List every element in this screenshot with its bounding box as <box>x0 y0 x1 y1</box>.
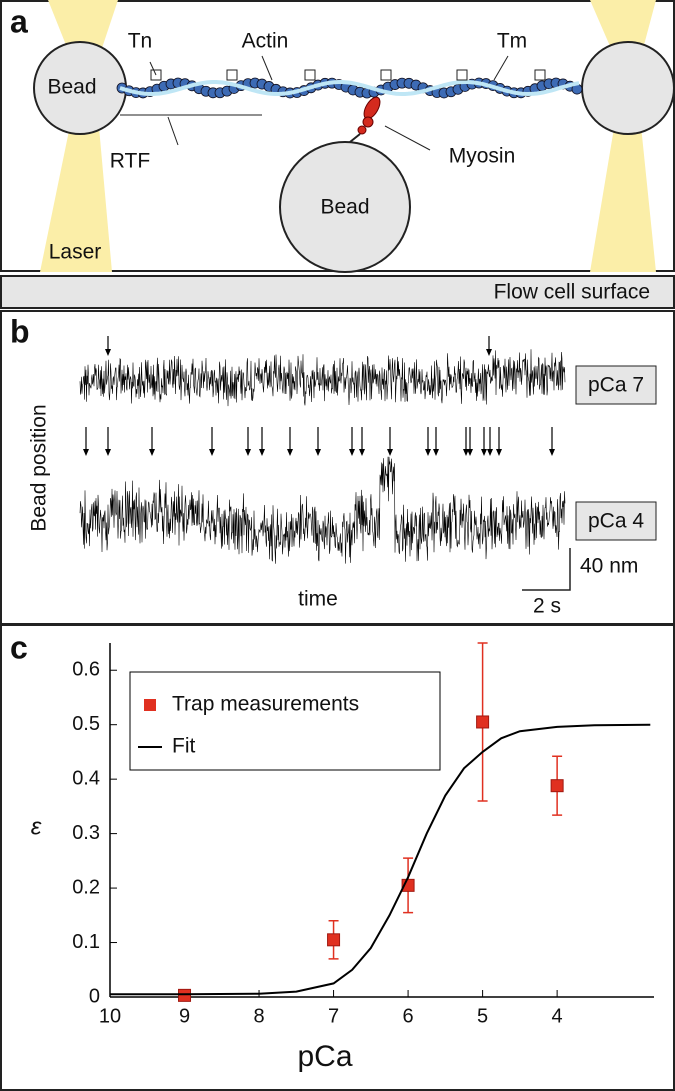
panel-frame <box>0 310 675 625</box>
label: RTF <box>110 150 150 173</box>
axis-label: Bead position <box>28 404 51 531</box>
arrow-head <box>259 449 265 456</box>
legend-label: Trap measurements <box>172 693 359 716</box>
x-tick-label: 9 <box>179 1005 190 1027</box>
myosin <box>362 116 374 128</box>
arrow-head <box>83 449 89 456</box>
trace <box>79 456 566 564</box>
marker <box>178 988 192 1002</box>
troponin <box>304 69 316 81</box>
scale-bar <box>522 548 571 591</box>
label: Flow cell surface <box>494 281 650 304</box>
legend-marker <box>144 699 156 711</box>
x-tick-label: 7 <box>328 1005 339 1027</box>
laser-beam <box>590 0 656 272</box>
legend-box <box>129 671 441 771</box>
fit-line <box>110 723 651 996</box>
arrow-head <box>105 349 111 356</box>
arrow-head <box>433 449 439 456</box>
arrow-head <box>209 449 215 456</box>
arrow-head <box>486 349 492 356</box>
arrow-head <box>387 449 393 456</box>
bead <box>279 141 411 273</box>
arrow-head <box>467 449 473 456</box>
surface <box>0 275 675 309</box>
arrow-head <box>487 449 493 456</box>
troponin <box>534 69 546 81</box>
label: pCa 7 <box>588 374 644 397</box>
x-tick-label: 10 <box>99 1005 121 1027</box>
y-tick-label: 0.2 <box>72 876 100 898</box>
y-tick-label: 0.3 <box>72 822 100 844</box>
label: pCa 4 <box>588 510 644 533</box>
pointer <box>493 55 509 81</box>
arrow-head <box>549 449 555 456</box>
arrow-head <box>425 449 431 456</box>
arrow-head <box>481 449 487 456</box>
panel-letter: a <box>10 3 28 39</box>
label: Myosin <box>449 145 516 168</box>
legend-label: Fit <box>172 735 195 758</box>
actin-filament <box>116 69 583 99</box>
x-tick-label: 5 <box>477 1005 488 1027</box>
label-box <box>575 501 657 541</box>
troponin <box>380 69 392 81</box>
arrow-head <box>287 449 293 456</box>
label-box <box>575 365 657 405</box>
label: 2 s <box>533 595 561 618</box>
label: 40 nm <box>580 555 638 578</box>
traces <box>79 336 566 564</box>
trace <box>79 349 566 407</box>
label: Tm <box>497 30 527 53</box>
x-tick-label: 8 <box>253 1005 264 1027</box>
y-axis-label: ε <box>31 813 42 840</box>
label: Actin <box>242 30 289 53</box>
tropomyosin <box>119 80 580 97</box>
troponin <box>456 69 468 81</box>
label: Bead <box>320 196 369 219</box>
laser-beam <box>40 0 118 272</box>
panel-letter: b <box>10 313 30 349</box>
y-tick-label: 0.4 <box>72 767 100 789</box>
arrow-head <box>359 449 365 456</box>
x-axis-label: pCa <box>297 1040 352 1073</box>
myosin <box>363 96 381 120</box>
panel-frame <box>0 624 675 1091</box>
pointer <box>167 116 179 146</box>
bead <box>581 41 675 135</box>
label: time <box>298 588 338 611</box>
label: Laser <box>49 241 102 264</box>
pointer <box>149 61 157 76</box>
pointer <box>384 125 431 151</box>
label: Bead <box>47 76 96 99</box>
y-tick-label: 0.5 <box>72 713 100 735</box>
x-tick-label: 4 <box>552 1005 563 1027</box>
marker <box>327 933 341 947</box>
arrow-head <box>315 449 321 456</box>
arrow-head <box>149 449 155 456</box>
arrow-head <box>463 449 469 456</box>
marker <box>550 779 564 793</box>
label: Tn <box>128 30 153 53</box>
arrow-head <box>496 449 502 456</box>
arrow-head <box>349 449 355 456</box>
x-tick-label: 6 <box>403 1005 414 1027</box>
myosin <box>357 125 367 135</box>
y-tick-label: 0.6 <box>72 659 100 681</box>
troponin <box>226 69 238 81</box>
y-tick-label: 0 <box>89 985 100 1007</box>
marker <box>476 715 490 729</box>
arrow-head <box>245 449 251 456</box>
pointer <box>261 55 273 81</box>
stalk <box>349 133 361 143</box>
panel-letter: c <box>10 629 28 665</box>
arrow-head <box>105 449 111 456</box>
y-tick-label: 0.1 <box>72 931 100 953</box>
